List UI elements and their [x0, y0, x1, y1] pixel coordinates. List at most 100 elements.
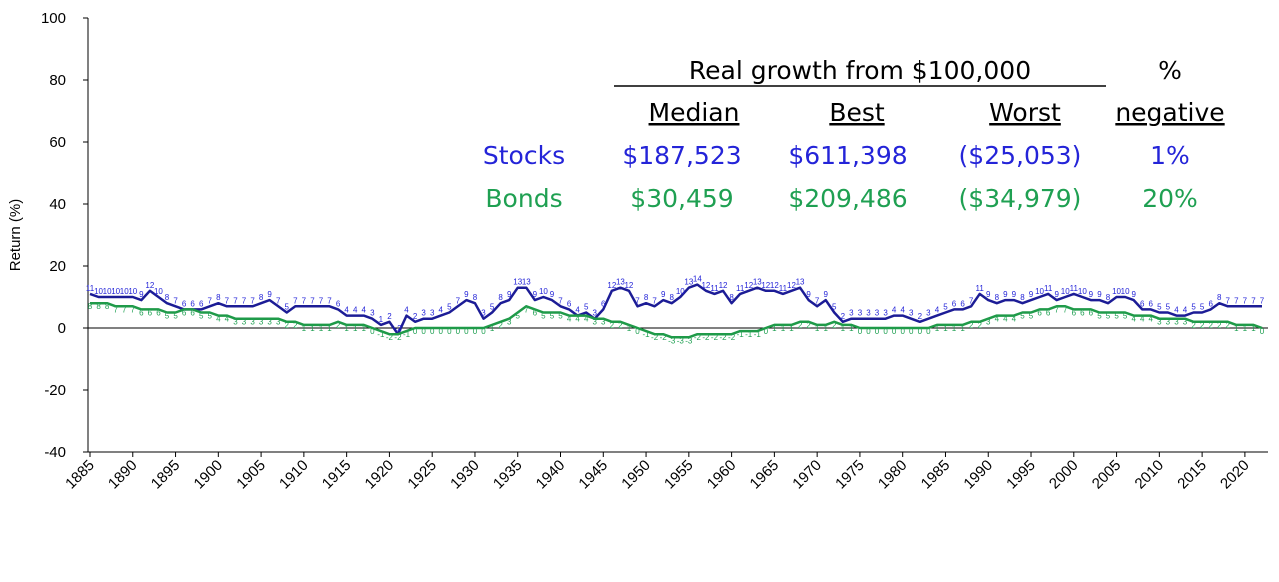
- data-label: 2: [413, 312, 418, 321]
- data-label: 3: [926, 309, 931, 318]
- data-label: 3: [986, 318, 991, 327]
- y-tick-label: 80: [49, 72, 66, 89]
- data-label: 7: [276, 296, 281, 305]
- data-label: 13: [753, 278, 762, 287]
- data-label: 5: [541, 312, 546, 321]
- data-label: 4: [575, 315, 580, 324]
- data-label: 6: [1072, 308, 1077, 317]
- y-axis-label: Return (%): [7, 199, 24, 272]
- data-label: 11: [86, 284, 95, 293]
- data-label: -1: [737, 330, 745, 339]
- data-label: 1: [943, 324, 948, 333]
- data-label: 10: [128, 287, 137, 296]
- data-label: 2: [806, 321, 811, 330]
- data-label: 1: [327, 324, 332, 333]
- data-label: 7: [1054, 305, 1059, 314]
- data-label: 2: [1208, 321, 1213, 330]
- data-label: 7: [173, 296, 178, 305]
- data-label: 12: [761, 281, 770, 290]
- x-tick-label: 1885: [62, 457, 98, 493]
- data-label: 9: [1131, 290, 1136, 299]
- data-label: 10: [120, 287, 129, 296]
- data-label: 7: [208, 296, 213, 305]
- data-label: 6: [190, 308, 195, 317]
- data-label: 6: [190, 299, 195, 308]
- x-tick-label: 1960: [704, 457, 740, 493]
- y-tick-label: 60: [49, 134, 66, 151]
- table-cell: 1%: [1150, 141, 1190, 170]
- data-label: 2: [832, 321, 837, 330]
- data-label: 8: [259, 293, 264, 302]
- data-label: 10: [111, 287, 120, 296]
- data-label: 9: [1003, 290, 1008, 299]
- data-label: 5: [1114, 312, 1119, 321]
- data-label: 4: [1012, 315, 1017, 324]
- data-label: 10: [1078, 287, 1087, 296]
- data-label: -3: [668, 336, 676, 345]
- data-label: 7: [302, 296, 307, 305]
- data-label: 1: [353, 324, 358, 333]
- data-label: 7: [1251, 296, 1256, 305]
- data-label: -2: [711, 333, 719, 342]
- data-label: -1: [403, 330, 411, 339]
- data-label: 12: [719, 281, 728, 290]
- data-label: 7: [1226, 296, 1231, 305]
- data-label: 9: [550, 290, 555, 299]
- data-label: 10: [1035, 287, 1044, 296]
- data-label: 4: [404, 306, 409, 315]
- x-tick-label: 1945: [575, 457, 611, 493]
- data-label: 9: [267, 290, 272, 299]
- table-row-label: Bonds: [485, 184, 562, 213]
- data-label: 0: [858, 327, 863, 336]
- x-tick-label: 1995: [1003, 457, 1039, 493]
- data-label: 1: [789, 324, 794, 333]
- data-label: 8: [644, 293, 649, 302]
- data-label: -2: [386, 333, 394, 342]
- x-tick-label: 1975: [832, 457, 868, 493]
- data-label: 10: [103, 287, 112, 296]
- data-label: 8: [1020, 293, 1025, 302]
- data-label: 2: [618, 321, 623, 330]
- table-cell: ($25,053): [959, 141, 1082, 170]
- y-tick-label: 100: [41, 10, 66, 27]
- data-label: 8: [498, 293, 503, 302]
- data-label: 1: [379, 315, 384, 324]
- x-tick-label: 2015: [1174, 457, 1210, 493]
- data-label: 8: [729, 293, 734, 302]
- data-label: 4: [575, 306, 580, 315]
- data-label: 4: [935, 306, 940, 315]
- data-label: 6: [336, 299, 341, 308]
- data-label: 8: [473, 293, 478, 302]
- data-label: 4: [1174, 306, 1179, 315]
- data-label: 6: [1037, 308, 1042, 317]
- data-label: 12: [770, 281, 779, 290]
- table-row-label: Stocks: [483, 141, 565, 170]
- data-label: 0: [439, 327, 444, 336]
- data-label: -2: [702, 333, 710, 342]
- y-tick-label: 0: [58, 320, 66, 337]
- data-label: 4: [439, 306, 444, 315]
- table-column-header: negative: [1115, 98, 1224, 127]
- data-label: 0: [918, 327, 923, 336]
- data-label: 3: [849, 309, 854, 318]
- data-label: 6: [1208, 299, 1213, 308]
- data-label: -1: [745, 330, 753, 339]
- data-label: 3: [875, 309, 880, 318]
- data-label: 3: [242, 318, 247, 327]
- data-label: 1: [344, 324, 349, 333]
- data-label: 8: [88, 302, 93, 311]
- data-label: 5: [1166, 303, 1171, 312]
- data-label: 3: [430, 309, 435, 318]
- data-label: -1: [754, 330, 762, 339]
- data-label: 12: [607, 281, 616, 290]
- data-label: 11: [1044, 284, 1053, 293]
- data-label: 10: [154, 287, 163, 296]
- data-label: -2: [694, 333, 702, 342]
- data-label: 1: [952, 324, 957, 333]
- series-line: [89, 283, 1262, 336]
- data-label: 8: [105, 302, 110, 311]
- data-label: 11: [976, 284, 985, 293]
- table-column-header: Worst: [989, 98, 1061, 127]
- x-tick-label: 1980: [875, 457, 911, 493]
- x-tick-label: 2020: [1217, 457, 1253, 493]
